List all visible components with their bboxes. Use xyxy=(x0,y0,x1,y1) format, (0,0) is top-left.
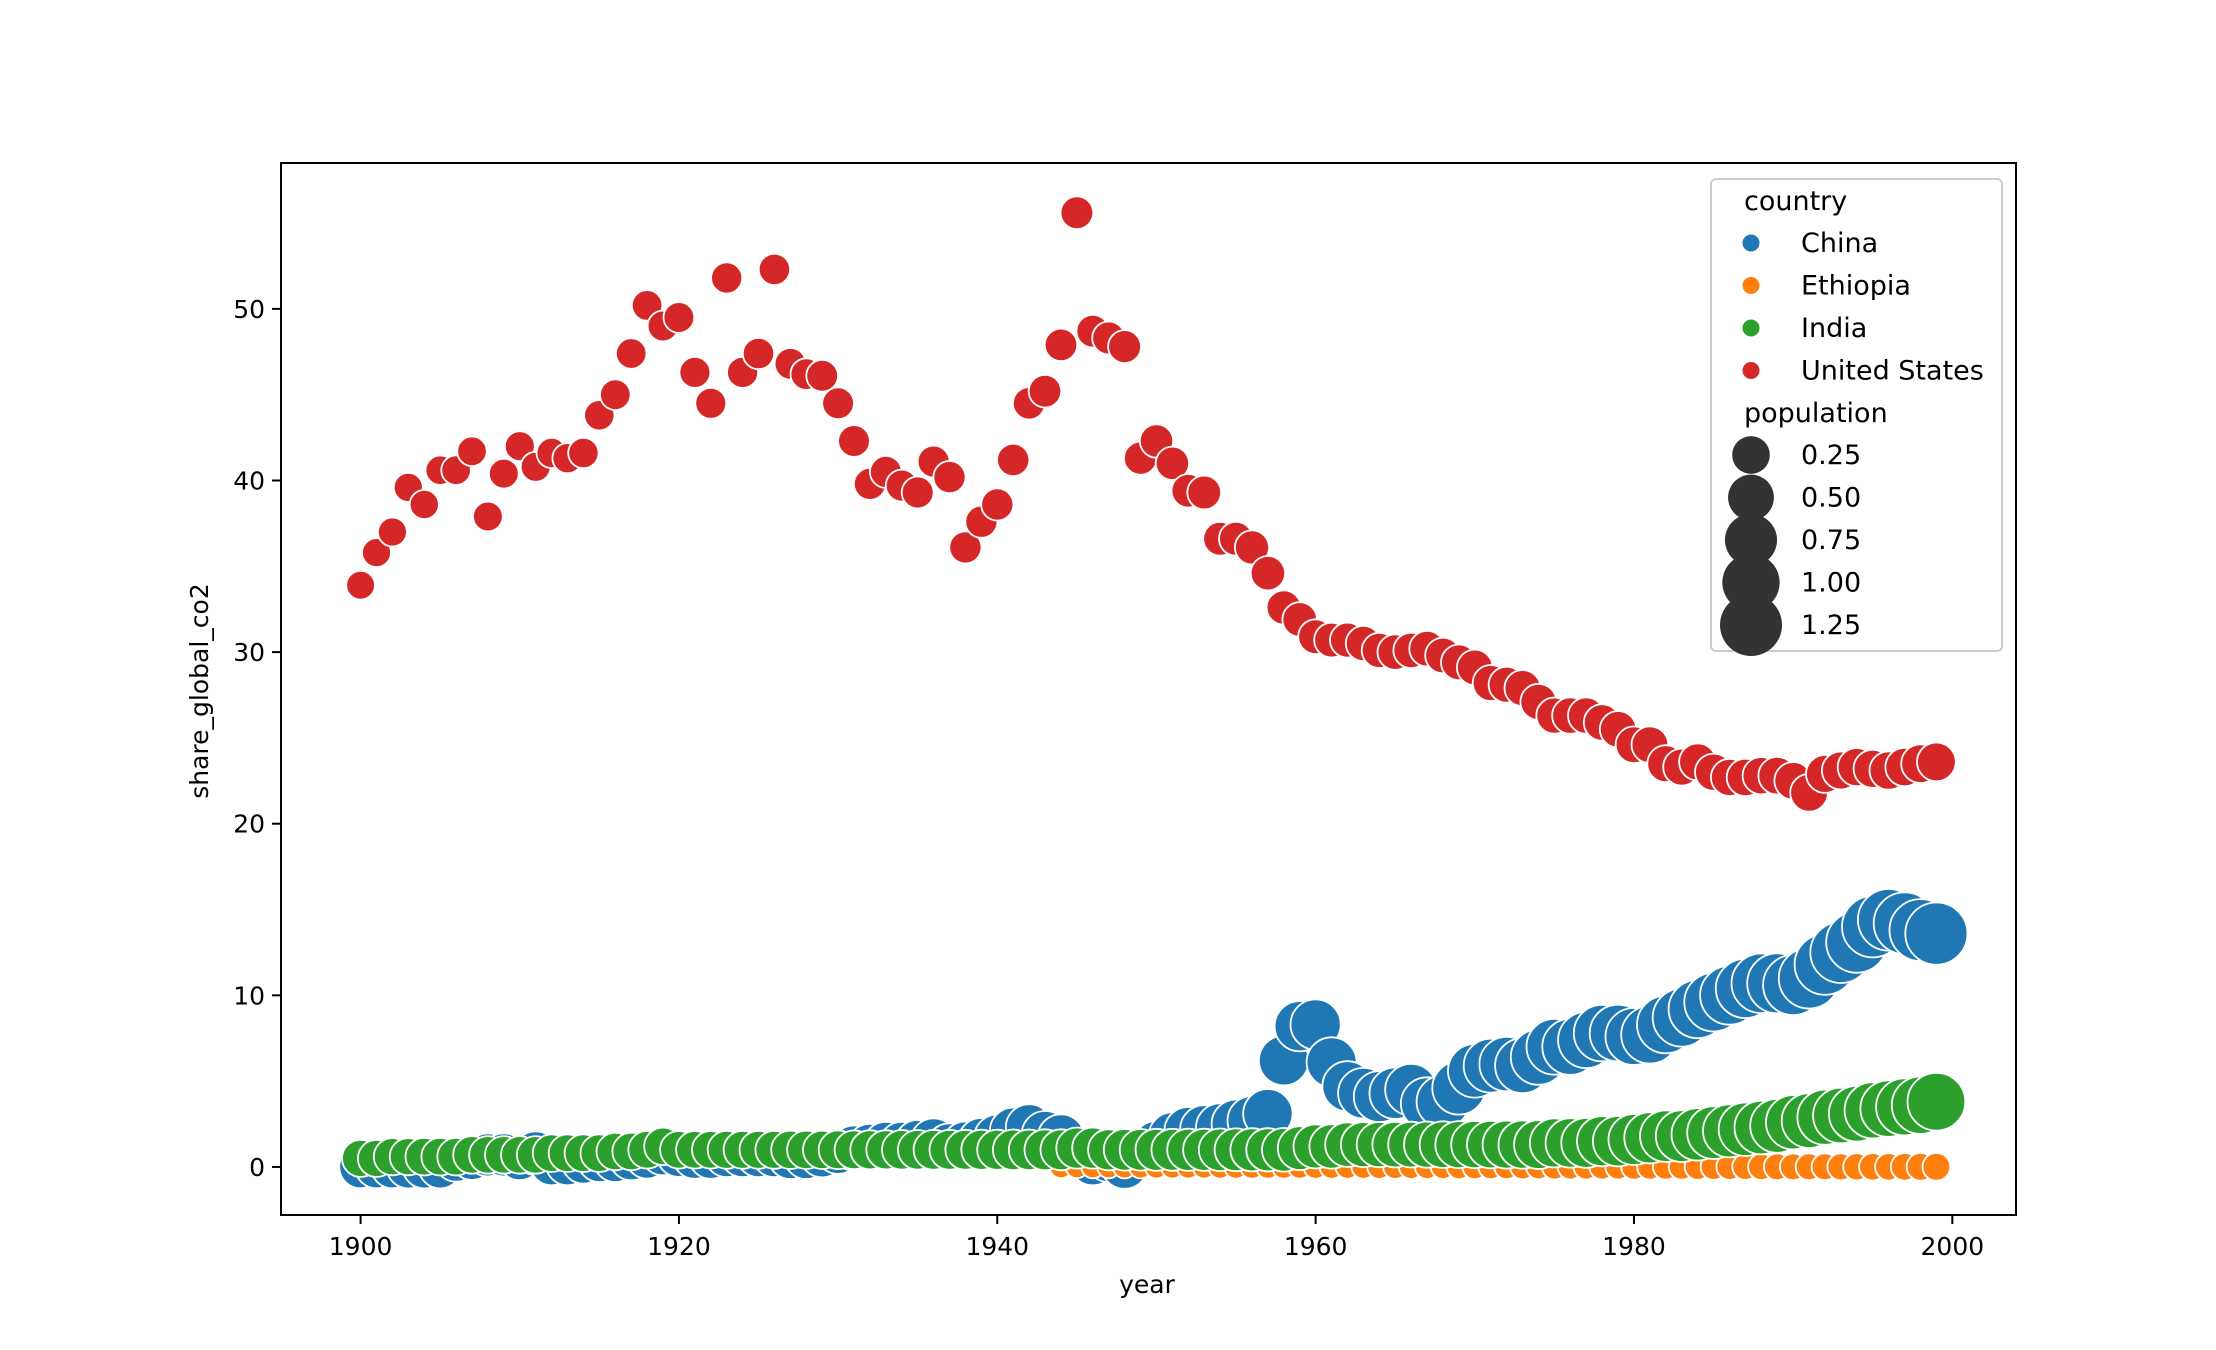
data-point xyxy=(837,424,871,458)
x-tick-label: 1940 xyxy=(965,1232,1029,1261)
data-point xyxy=(1249,555,1287,592)
legend-size-label: 0.25 xyxy=(1801,440,1861,471)
data-point xyxy=(567,436,600,470)
data-point xyxy=(996,442,1031,477)
legend-size-marker xyxy=(1722,553,1780,612)
data-point xyxy=(1107,329,1142,365)
data-point xyxy=(1027,374,1063,409)
data-point xyxy=(345,569,376,601)
data-point xyxy=(1906,1071,1967,1132)
data-point xyxy=(1059,195,1095,231)
legend-marker xyxy=(1741,318,1761,338)
x-tick-label: 1920 xyxy=(647,1232,711,1261)
y-tick-label: 50 xyxy=(233,295,265,324)
legend-size-label: 0.50 xyxy=(1801,483,1861,514)
data-point xyxy=(662,301,696,334)
y-tick-label: 0 xyxy=(249,1153,265,1182)
legend-size-marker xyxy=(1728,474,1774,521)
legend-frame xyxy=(1710,178,2003,652)
y-tick-label: 40 xyxy=(233,466,265,495)
legend-hue-title: country xyxy=(1744,186,1847,217)
data-point xyxy=(1154,445,1191,481)
data-point xyxy=(821,386,855,421)
data-point xyxy=(487,457,520,490)
x-tick-label: 2000 xyxy=(1921,1232,1985,1261)
data-point xyxy=(1234,529,1271,566)
data-point xyxy=(1921,1152,1952,1182)
series-india xyxy=(341,1071,1967,1178)
y-tick-label: 30 xyxy=(233,638,265,667)
y-axis-title: share_global_co2 xyxy=(185,583,214,799)
data-point xyxy=(1043,327,1079,363)
data-point xyxy=(376,516,408,548)
data-point xyxy=(900,475,935,510)
data-point xyxy=(694,386,728,420)
legend-label: China xyxy=(1801,228,1878,259)
data-point xyxy=(615,337,648,370)
y-tick-label: 20 xyxy=(233,810,265,839)
data-point xyxy=(948,530,983,565)
x-tick-label: 1960 xyxy=(1284,1232,1348,1261)
data-point xyxy=(757,252,792,286)
legend-marker xyxy=(1741,276,1761,295)
data-point xyxy=(1916,741,1957,783)
legend-marker xyxy=(1741,233,1761,253)
data-point xyxy=(1186,474,1222,511)
data-point xyxy=(361,537,392,568)
legend-marker xyxy=(1741,361,1761,380)
legend-size-title: population xyxy=(1744,398,1888,429)
data-point xyxy=(1904,901,1969,966)
axes-frame xyxy=(280,162,2017,1216)
data-point xyxy=(456,435,488,468)
legend-size-label: 1.25 xyxy=(1801,610,1861,641)
legend-size-label: 1.00 xyxy=(1801,568,1861,599)
legend-label: Ethiopia xyxy=(1801,271,1911,302)
data-point xyxy=(472,500,504,533)
legend-label: India xyxy=(1801,313,1867,344)
data-point xyxy=(408,488,440,520)
axes: 1900 1920 1940 1960 1980 2000 0 10 20 30 40 50 xyxy=(233,162,2017,1261)
series-united-states xyxy=(345,195,1957,813)
data-point xyxy=(932,460,967,495)
x-axis-title: year xyxy=(1119,1270,1175,1299)
legend-size-label: 0.75 xyxy=(1801,525,1861,556)
legend-size-marker xyxy=(1720,594,1782,656)
data-point xyxy=(980,487,1015,522)
x-tick-label: 1900 xyxy=(329,1232,393,1261)
data-point xyxy=(741,336,776,371)
data-point xyxy=(678,355,712,389)
plot-area xyxy=(338,195,1969,1190)
data-point xyxy=(805,358,839,393)
legend-size-marker xyxy=(1724,513,1778,567)
data-point xyxy=(710,261,744,295)
x-tick-label: 1980 xyxy=(1602,1232,1666,1261)
y-tick-label: 10 xyxy=(233,981,265,1010)
legend: country population China Ethiopia India Uni… xyxy=(1710,178,2003,656)
legend-size-marker xyxy=(1732,436,1770,474)
data-point xyxy=(599,378,632,411)
legend-label: United States xyxy=(1801,356,1984,387)
